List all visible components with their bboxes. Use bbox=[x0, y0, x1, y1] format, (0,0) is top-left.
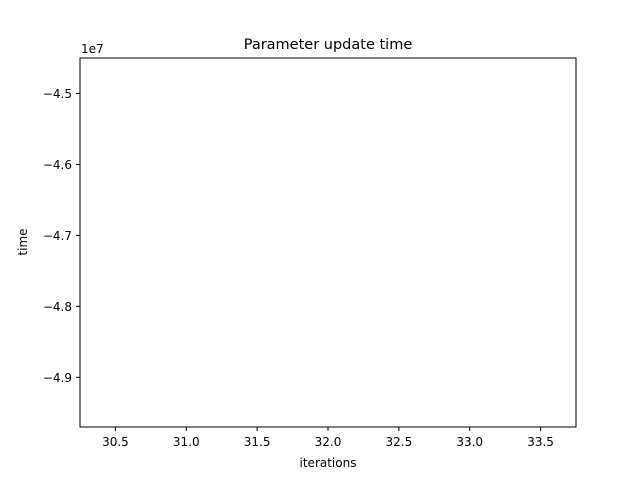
x-axis-label: iterations bbox=[300, 456, 357, 470]
x-tick-label: 33.0 bbox=[456, 435, 483, 449]
y-tick-label: −4.9 bbox=[43, 371, 72, 385]
y-tick-label: −4.5 bbox=[43, 87, 72, 101]
y-tick-label: −4.6 bbox=[43, 158, 72, 172]
y-axis-label: time bbox=[16, 228, 30, 255]
x-tick-label: 33.5 bbox=[527, 435, 554, 449]
plot-area-frame bbox=[79, 57, 577, 428]
x-tick-label: 32.0 bbox=[315, 435, 342, 449]
x-tick-label: 31.0 bbox=[173, 435, 200, 449]
chart-title: Parameter update time bbox=[244, 37, 413, 53]
x-tick-label: 32.5 bbox=[385, 435, 412, 449]
x-tick-label: 31.5 bbox=[244, 435, 271, 449]
y-tick-label: −4.7 bbox=[43, 229, 72, 243]
x-tick-label: 30.5 bbox=[102, 435, 129, 449]
x-axis-ticks: 30.5 31.0 31.5 32.0 32.5 33.0 33.5 bbox=[102, 427, 554, 449]
y-axis-ticks: −4.5 −4.6 −4.7 −4.8 −4.9 bbox=[43, 87, 80, 385]
y-tick-label: −4.8 bbox=[43, 300, 72, 314]
y-scale-label: 1e7 bbox=[81, 42, 104, 56]
